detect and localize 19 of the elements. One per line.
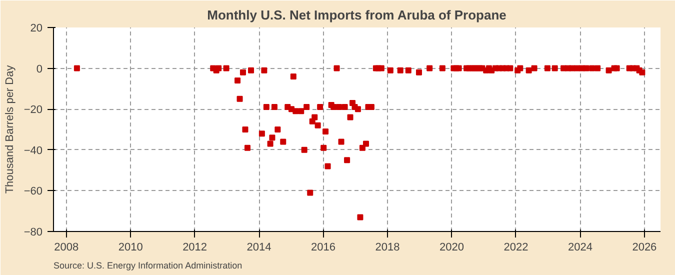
y-axis-title: Thousand Barrels per Day (4, 64, 16, 194)
chart-title: Monthly U.S. Net Imports from Aruba of Propane (207, 8, 506, 22)
x-tick-label: 2016 (311, 242, 336, 254)
x-tick-label: 2018 (375, 242, 400, 254)
source-note: Source: U.S. Energy Information Administration (54, 260, 242, 270)
y-tick-label: −20 (24, 104, 43, 116)
x-tick-label: 2024 (568, 242, 592, 254)
x-tick-label: 2022 (504, 242, 528, 254)
y-tick-label: −40 (24, 144, 43, 157)
x-tick-label: 2008 (54, 242, 79, 254)
x-tick-label: 2020 (440, 242, 464, 254)
x-tick-label: 2012 (182, 242, 208, 254)
x-tick-label: 2014 (246, 242, 272, 254)
x-tick-label: 2010 (118, 242, 143, 254)
y-tick-label: −60 (24, 186, 43, 198)
y-tick-label: 20 (30, 22, 43, 34)
y-tick-label: 0 (36, 63, 43, 76)
y-tick-label: −80 (24, 226, 43, 238)
x-tick-label: 2026 (632, 242, 657, 254)
